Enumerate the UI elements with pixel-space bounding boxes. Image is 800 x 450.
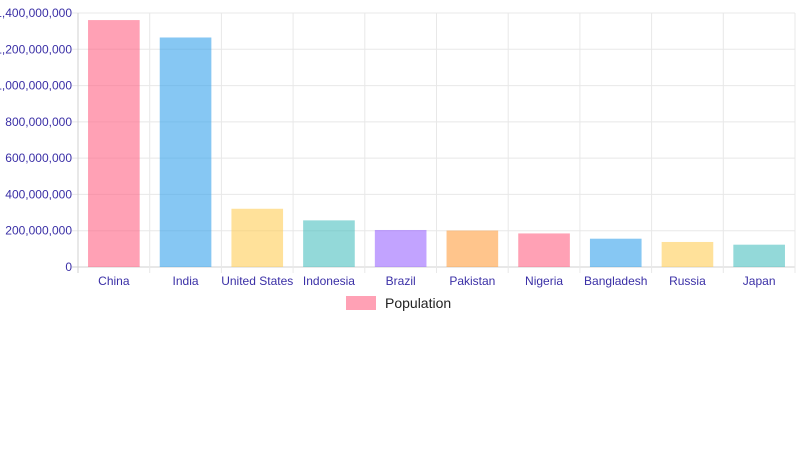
- y-tick-label: 800,000,000: [5, 115, 72, 129]
- y-axis-ticks: 0 200,000,000 400,000,000 600,000,000 800,00…: [0, 6, 72, 274]
- x-tick-label: Japan: [743, 274, 776, 288]
- bar-japan: [733, 244, 785, 267]
- x-tick-label: Bangladesh: [584, 274, 647, 288]
- y-tick-label: 600,000,000: [5, 151, 72, 165]
- bar-brazil: [374, 229, 427, 267]
- y-tick-label: 0: [65, 260, 72, 274]
- x-tick-label: United States: [221, 274, 293, 288]
- x-tick-label: Russia: [669, 274, 706, 288]
- bar-united-states: [231, 208, 284, 267]
- y-tick-label: 1,400,000,000: [0, 6, 72, 20]
- x-tick-label: India: [173, 274, 199, 288]
- y-tick-label: 400,000,000: [5, 187, 72, 201]
- y-tick-label: 200,000,000: [5, 224, 72, 238]
- bar-indonesia: [303, 220, 355, 267]
- x-tick-label: Pakistan: [449, 274, 495, 288]
- x-tick-label: Brazil: [386, 274, 416, 288]
- x-axis-ticks: China India United States Indonesia Brazil Pa…: [98, 274, 775, 288]
- bar-china: [88, 20, 140, 267]
- bar-pakistan: [446, 230, 499, 267]
- x-tick-label: Indonesia: [303, 274, 355, 288]
- bar-nigeria: [518, 233, 570, 267]
- y-tick-label: 1,200,000,000: [0, 42, 72, 56]
- legend-swatch: [346, 296, 376, 310]
- legend[interactable]: Population: [346, 295, 451, 311]
- y-tick-label: 1,000,000,000: [0, 79, 72, 93]
- legend-label: Population: [385, 295, 451, 311]
- bar-russia: [661, 241, 714, 267]
- bar-bangladesh: [589, 238, 642, 267]
- bar-india: [159, 37, 212, 267]
- x-tick-label: Nigeria: [525, 274, 563, 288]
- x-tick-label: China: [98, 274, 130, 288]
- bars: [88, 20, 785, 267]
